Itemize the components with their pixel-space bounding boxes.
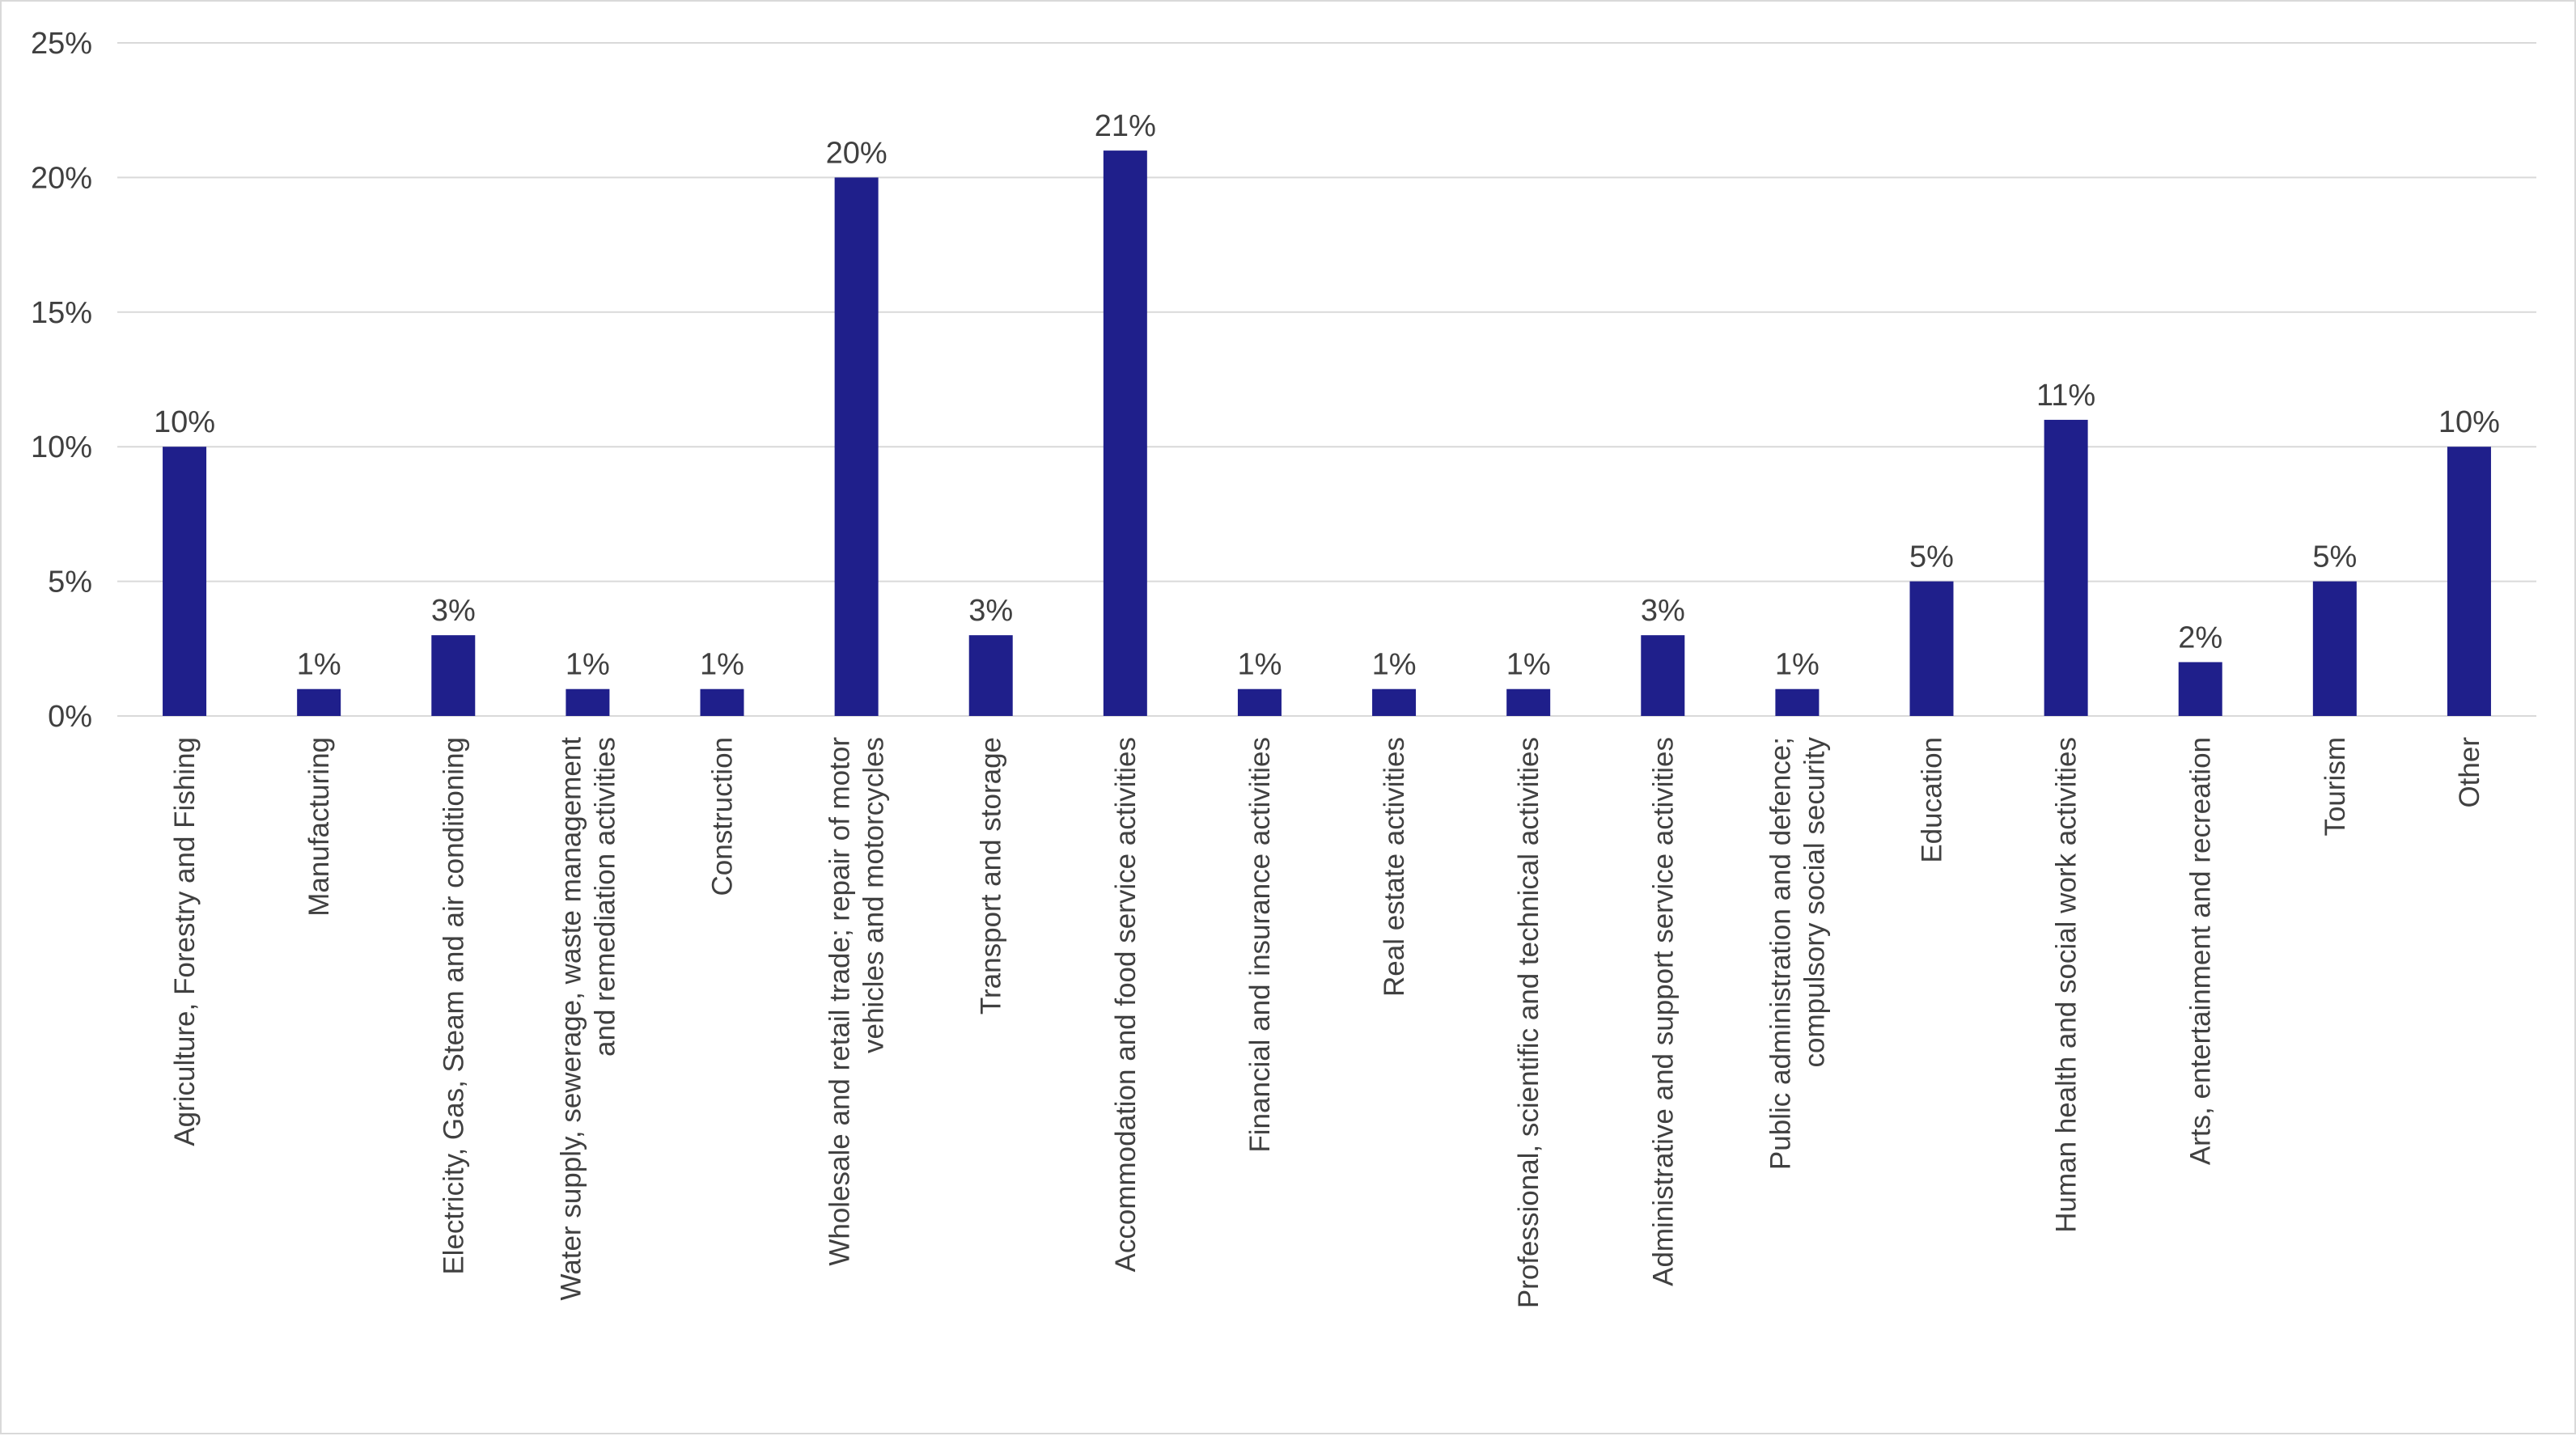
data-label: 11% [2036,379,2095,413]
x-tick-label: Professional, scientific and technical a… [1513,737,1544,1308]
y-axis: 0% 5% 10% 15% 20% 25% [31,27,92,734]
x-tick-label-line: Other [2454,737,2485,808]
data-label: 3% [1641,594,1685,628]
x-tick-label-line: Wholesale and retail trade; repair of mo… [824,737,856,1266]
x-tick-label-line: Accommodation and food service activitie… [1110,737,1142,1272]
bar [2447,447,2491,716]
x-tick-label-line: Public administration and defence; [1765,737,1796,1170]
x-tick-label: Real estate activities [1379,737,1410,997]
x-tick-label-line: Tourism [2320,737,2351,837]
x-tick-label-line: Agriculture, Forestry and Fishing [169,737,201,1146]
bar [1641,635,1685,716]
bar [834,177,879,716]
x-tick-label: Wholesale and retail trade; repair of mo… [824,737,890,1266]
data-label: 1% [297,648,341,682]
data-label: 5% [1909,540,1954,574]
data-label: 1% [1237,648,1282,682]
data-label: 2% [2178,621,2222,654]
x-tick-label-line: Electricity, Gas, Steam and air conditio… [438,737,469,1275]
x-tick-label-line: Education [1917,737,1948,863]
x-tick-label: Electricity, Gas, Steam and air conditio… [438,737,469,1275]
bar [968,635,1013,716]
x-tick-label-line: Manufacturing [303,737,335,917]
data-label: 5% [2312,540,2357,574]
data-labels: 10% 1% 3% 1% 1% 20% 3% 21% 1% 1% 1% 3% 1% 5% 11% 2% 5% 10… [154,109,2500,682]
data-label: 1% [566,648,610,682]
bar [1103,150,1147,716]
x-tick-label-line: Construction [707,737,739,896]
data-label: 3% [968,594,1013,628]
data-label: 21% [1095,109,1156,143]
x-tick-label-line: Real estate activities [1379,737,1410,997]
x-tick-label: Administrative and support service activ… [1647,737,1679,1286]
x-tick-label-line: Financial and insurance activities [1244,737,1276,1153]
bar [2044,419,2088,716]
bar [1775,688,1820,716]
x-tick-label: Arts, entertainment and recreation [2185,737,2217,1165]
bar [431,635,476,716]
x-tick-label: Human health and social work activities [2051,737,2082,1233]
data-label: 3% [431,594,476,628]
bar [1237,688,1282,716]
x-tick-label: Water supply, sewerage, waste management… [555,737,621,1301]
x-tick-label: Tourism [2320,737,2351,837]
y-tick-label: 10% [31,430,92,464]
x-tick-label-line: Administrative and support service activ… [1647,737,1679,1286]
gridlines [117,42,2536,717]
x-tick-label-line: Human health and social work activities [2051,737,2082,1233]
x-tick-label: Accommodation and food service activitie… [1110,737,1142,1272]
data-label: 1% [700,648,744,682]
x-tick-label: Public administration and defence; compul… [1765,737,1830,1171]
x-tick-label: Transport and storage [976,737,1007,1015]
y-tick-label: 0% [48,700,92,734]
y-tick-label: 20% [31,161,92,195]
x-tick-label: Manufacturing [303,737,335,917]
x-tick-label-line: and remediation activities [589,737,621,1057]
data-label: 10% [2438,405,2500,439]
x-tick-label-line: vehicles and motorcycles [858,737,890,1053]
y-tick-label: 15% [31,296,92,330]
bar [1909,581,1954,716]
x-tick-label: Agriculture, Forestry and Fishing [169,737,201,1146]
x-tick-label: Other [2454,737,2485,808]
x-tick-label: Education [1917,737,1948,863]
y-tick-label: 5% [48,566,92,599]
bar [700,688,744,716]
data-label: 1% [1372,648,1417,682]
bar [1506,688,1551,716]
bar [297,688,341,716]
bar [163,447,207,716]
y-tick-label: 25% [31,27,92,61]
x-tick-label-line: Water supply, sewerage, waste management [555,737,587,1301]
data-label: 20% [826,136,888,170]
data-label: 1% [1506,648,1551,682]
x-tick-label-line: compulsory social security [1799,737,1830,1068]
data-label: 10% [154,405,215,439]
bar [2178,662,2222,716]
bars [163,150,2491,716]
x-tick-label-line: Professional, scientific and technical a… [1513,737,1544,1308]
x-tick-label-line: Arts, entertainment and recreation [2185,737,2217,1165]
x-axis: Agriculture, Forestry and Fishing Manufac… [169,737,2485,1309]
x-tick-label: Financial and insurance activities [1244,737,1276,1153]
bar [2312,581,2357,716]
bar [566,688,610,716]
data-label: 1% [1775,648,1820,682]
x-tick-label: Construction [707,737,739,896]
x-tick-label-line: Transport and storage [976,737,1007,1015]
bar [1372,688,1417,716]
